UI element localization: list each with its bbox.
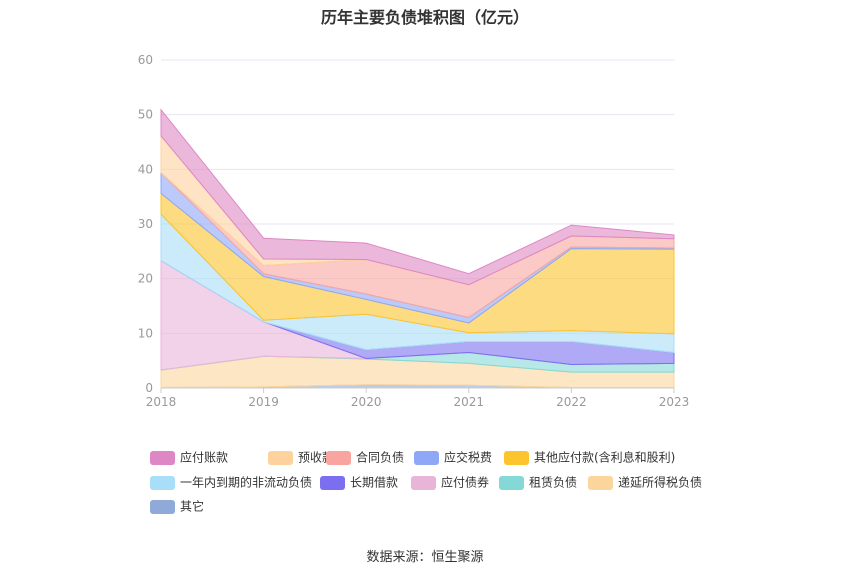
legend-item[interactable]: 应付债券 — [411, 474, 489, 490]
legend-item[interactable]: 其它 — [150, 498, 204, 514]
x-tick-label: 2023 — [659, 395, 690, 409]
legend-swatch — [414, 450, 439, 465]
legend-swatch — [268, 450, 293, 465]
legend-item[interactable]: 合同负债 — [326, 449, 404, 465]
legend-swatch — [150, 450, 175, 465]
legend-swatch — [326, 450, 351, 465]
y-tick-label: 0 — [145, 381, 153, 395]
y-tick-label: 20 — [138, 272, 153, 286]
chart-title: 历年主要负债堆积图（亿元） — [320, 8, 529, 27]
x-tick-label: 2019 — [248, 395, 279, 409]
y-tick-label: 50 — [138, 108, 153, 122]
x-tick-label: 2022 — [556, 395, 587, 409]
legend-label: 租赁负债 — [529, 475, 578, 490]
legend-item[interactable]: 长期借款 — [320, 474, 398, 490]
area-series — [160, 108, 675, 286]
legend-swatch — [150, 475, 175, 490]
legend-item[interactable]: 其他应付款(含利息和股利) — [504, 449, 675, 465]
legend-swatch — [499, 475, 524, 490]
legend-item[interactable]: 应付账款 — [150, 449, 228, 465]
y-tick-label: 60 — [138, 53, 153, 67]
legend-label: 一年内到期的非流动负债 — [180, 475, 313, 490]
y-tick-label: 30 — [138, 217, 153, 231]
area-layer — [160, 108, 675, 389]
legend-swatch — [411, 475, 436, 490]
axis-layer: 0 10 20 30 40 50 60 2018 2019 2020 2021 2022 2023 — [138, 53, 690, 409]
legend-label: 其他应付款(含利息和股利) — [534, 450, 676, 465]
y-tick-label: 40 — [138, 162, 153, 176]
x-tick-label: 2018 — [146, 395, 177, 409]
legend-label: 递延所得税负债 — [618, 475, 703, 490]
legend-swatch — [504, 450, 529, 465]
legend-swatch — [320, 475, 345, 490]
x-tick-label: 2021 — [454, 395, 485, 409]
legend-label: 合同负债 — [356, 450, 405, 465]
legend-item[interactable]: 递延所得税负债 — [588, 474, 702, 490]
legend-label: 应付账款 — [180, 450, 229, 465]
legend-label: 长期借款 — [350, 475, 399, 490]
y-tick-label: 10 — [138, 326, 153, 340]
legend-label: 应付债券 — [441, 475, 490, 490]
stacked-area-chart: 0 10 20 30 40 50 60 2018 2019 2020 2021 2022 2023 — [138, 53, 690, 409]
legend-label: 其它 — [180, 499, 205, 514]
legend-swatch — [150, 499, 175, 514]
legend-label: 应交税费 — [444, 450, 493, 465]
legend-item[interactable]: 应交税费 — [414, 449, 492, 465]
data-source-note: 数据来源：恒生聚源 — [366, 550, 484, 565]
x-tick-label: 2020 — [351, 395, 382, 409]
legend-item[interactable]: 租赁负债 — [499, 474, 577, 490]
legend-item[interactable]: 一年内到期的非流动负债 — [150, 474, 312, 490]
legend-swatch — [588, 475, 613, 490]
